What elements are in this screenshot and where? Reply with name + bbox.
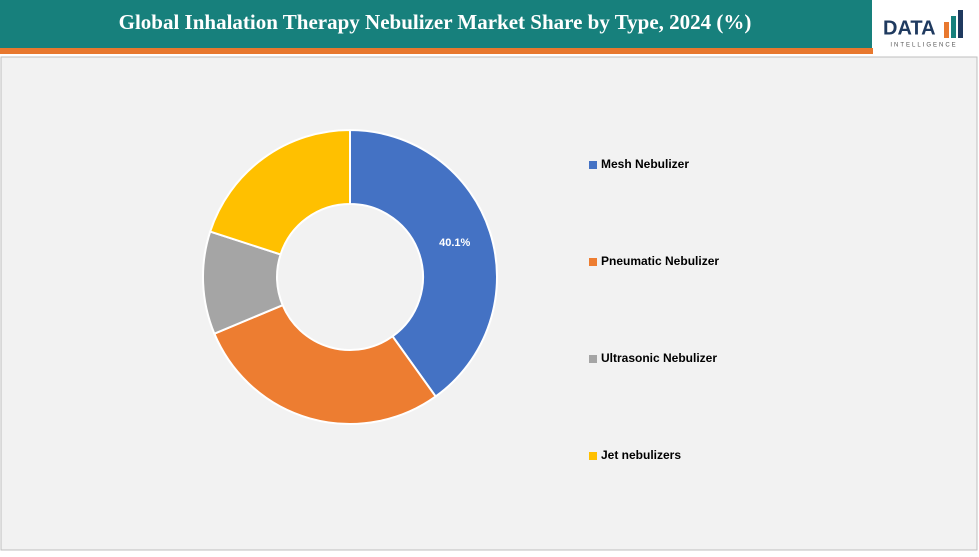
legend-label: Ultrasonic Nebulizer <box>601 351 717 365</box>
legend-label: Mesh Nebulizer <box>601 157 689 171</box>
donut-slice <box>349 128 498 398</box>
logo-tagline: INTELLIGENCE <box>890 43 957 49</box>
legend-label: Pneumatic Nebulizer <box>601 254 719 268</box>
legend-swatch <box>589 258 597 266</box>
chart-title: Global Inhalation Therapy Nebulizer Mark… <box>119 10 752 34</box>
logo-name: DATA <box>883 17 936 39</box>
logo-bar <box>944 22 949 38</box>
logo-bar <box>958 10 963 38</box>
donut-slice <box>208 128 351 256</box>
donut-slice <box>213 303 438 425</box>
legend-swatch <box>589 161 597 169</box>
legend-label: Jet nebulizers <box>601 448 681 462</box>
legend-swatch <box>589 452 597 460</box>
header-bar <box>0 0 872 48</box>
legend-swatch <box>589 355 597 363</box>
header-stripe <box>0 48 979 54</box>
logo-bar <box>951 16 956 38</box>
data-label: 40.1% <box>439 237 470 249</box>
